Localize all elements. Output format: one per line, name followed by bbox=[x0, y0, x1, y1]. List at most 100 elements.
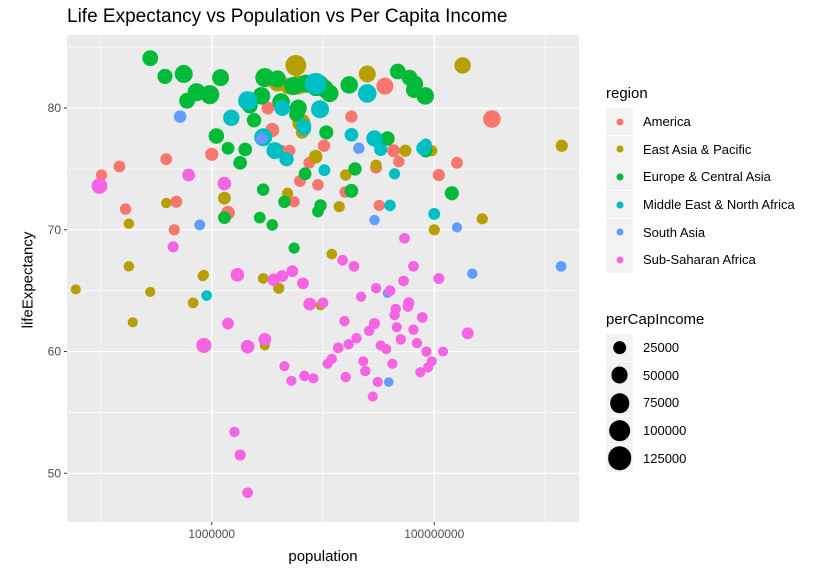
data-point bbox=[381, 344, 392, 355]
data-point bbox=[221, 141, 235, 155]
data-point bbox=[408, 260, 419, 272]
data-point bbox=[222, 317, 234, 330]
data-point bbox=[317, 139, 331, 153]
size-legend-label: 25000 bbox=[643, 340, 680, 356]
data-point bbox=[70, 284, 81, 295]
data-point bbox=[223, 109, 240, 126]
data-point bbox=[297, 277, 309, 290]
data-point bbox=[255, 68, 275, 88]
data-point bbox=[387, 358, 398, 369]
size-legend-label: 50000 bbox=[643, 367, 680, 383]
legend-color-dot bbox=[616, 173, 623, 181]
x-axis-label: population bbox=[288, 548, 358, 565]
data-point bbox=[389, 309, 400, 321]
data-point bbox=[432, 168, 445, 182]
legend-key bbox=[606, 361, 633, 389]
legend-key bbox=[606, 135, 633, 163]
legend-size-dot bbox=[612, 340, 627, 355]
data-point bbox=[454, 57, 471, 74]
data-point bbox=[95, 169, 108, 181]
data-point bbox=[348, 162, 362, 176]
data-point bbox=[266, 142, 284, 160]
data-point bbox=[372, 376, 383, 388]
data-point bbox=[555, 260, 567, 272]
data-point bbox=[266, 219, 279, 231]
data-point bbox=[340, 169, 352, 181]
data-point bbox=[308, 373, 319, 384]
legend-key bbox=[606, 191, 633, 219]
data-point bbox=[230, 268, 245, 282]
region-legend-rows: America East Asia & Pacific Europe & Centr… bbox=[606, 108, 795, 274]
legend-color-dot bbox=[616, 145, 623, 153]
data-point bbox=[428, 208, 441, 220]
legend-size-dot bbox=[607, 446, 632, 470]
data-point bbox=[258, 332, 272, 346]
data-point bbox=[179, 92, 195, 109]
legend-size-dot bbox=[609, 393, 630, 413]
data-point bbox=[345, 110, 358, 123]
data-point bbox=[399, 232, 410, 244]
data-point bbox=[387, 144, 400, 158]
data-point bbox=[289, 106, 305, 122]
data-point bbox=[308, 149, 323, 164]
axis-ticks: 1000000 100000000 50 60 70 80 bbox=[48, 101, 465, 541]
region-legend-label: East Asia & Pacific bbox=[643, 141, 752, 157]
data-point bbox=[160, 153, 173, 166]
data-point bbox=[326, 248, 338, 260]
data-point bbox=[194, 219, 206, 231]
data-point bbox=[278, 195, 291, 209]
data-point bbox=[374, 142, 388, 157]
legend-color-dot bbox=[616, 118, 623, 126]
size-legend-item: 75000 bbox=[606, 389, 704, 417]
data-point bbox=[255, 132, 268, 145]
data-point bbox=[279, 151, 294, 167]
data-point bbox=[286, 375, 297, 386]
data-point bbox=[391, 322, 402, 333]
data-point bbox=[373, 199, 385, 212]
data-point bbox=[318, 164, 331, 177]
data-point bbox=[358, 65, 376, 83]
data-point bbox=[286, 265, 299, 278]
size-legend-item: 50000 bbox=[606, 361, 704, 390]
region-legend: region America East Asia & Pacific Europe … bbox=[606, 85, 795, 274]
data-point bbox=[269, 70, 286, 88]
legend-key bbox=[606, 163, 633, 191]
data-point bbox=[187, 297, 199, 309]
x-tick-label: 100000000 bbox=[404, 527, 464, 541]
data-point bbox=[366, 130, 383, 147]
data-point bbox=[380, 131, 395, 146]
data-point bbox=[370, 283, 382, 294]
data-point bbox=[389, 63, 406, 80]
data-point bbox=[127, 317, 138, 328]
data-point bbox=[200, 85, 220, 105]
data-point bbox=[437, 346, 449, 357]
region-legend-label: America bbox=[643, 114, 691, 130]
data-point bbox=[376, 77, 394, 95]
size-legend-label: 75000 bbox=[643, 395, 680, 411]
data-point bbox=[555, 139, 568, 152]
data-point bbox=[119, 203, 132, 215]
data-point bbox=[370, 159, 382, 171]
legend-color-dot bbox=[616, 256, 623, 264]
region-legend-label: Middle East & North Africa bbox=[643, 197, 795, 213]
data-point bbox=[428, 224, 440, 236]
data-point bbox=[332, 342, 344, 354]
data-point bbox=[196, 337, 212, 354]
data-point bbox=[201, 290, 213, 301]
data-point bbox=[388, 168, 401, 180]
region-legend-item: South Asia bbox=[606, 218, 795, 246]
data-point bbox=[340, 76, 358, 94]
data-point bbox=[157, 68, 173, 84]
data-point bbox=[384, 199, 396, 212]
size-legend-item: 25000 bbox=[606, 334, 704, 362]
data-point bbox=[296, 118, 312, 134]
size-legend-rows: 25000 50000 75000 100000 125000 bbox=[606, 334, 704, 472]
size-legend-title: perCapIncome bbox=[606, 311, 705, 328]
region-legend-label: Europe & Central Asia bbox=[643, 169, 771, 185]
region-legend-item: America bbox=[606, 108, 795, 136]
data-point bbox=[279, 361, 290, 372]
data-point bbox=[240, 339, 255, 354]
size-legend-item: 100000 bbox=[606, 417, 704, 445]
data-point bbox=[218, 191, 231, 205]
data-point bbox=[317, 297, 329, 309]
